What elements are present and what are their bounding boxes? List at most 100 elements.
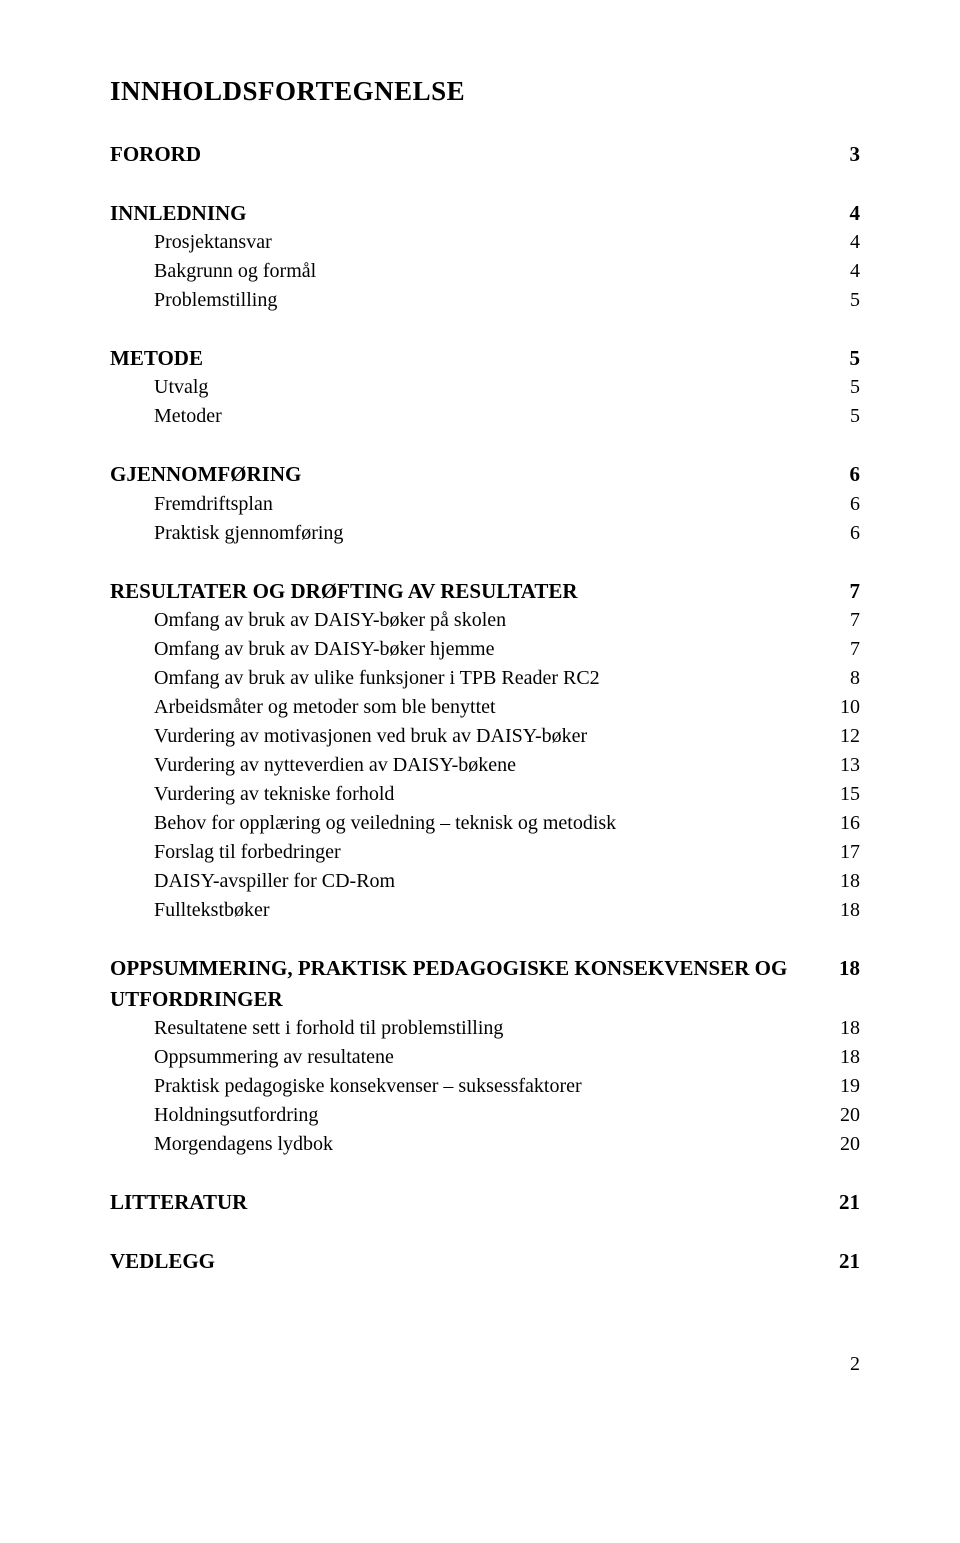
toc-item-row: Fulltekstbøker18	[110, 896, 860, 925]
toc-item-row: Problemstilling5	[110, 286, 860, 315]
toc-item-page: 18	[836, 1014, 860, 1043]
toc-item-page: 10	[836, 693, 860, 722]
toc-item-page: 15	[836, 780, 860, 809]
toc-item-row: Morgendagens lydbok20	[110, 1130, 860, 1159]
toc-item-label: Omfang av bruk av ulike funksjoner i TPB…	[110, 664, 836, 693]
toc-section: FORORD3	[110, 139, 860, 169]
toc-heading-label: LITTERATUR	[110, 1187, 836, 1217]
toc-item-row: Arbeidsmåter og metoder som ble benyttet…	[110, 693, 860, 722]
toc-item-row: Vurdering av nytteverdien av DAISY-bøken…	[110, 751, 860, 780]
toc-item-row: Prosjektansvar4	[110, 228, 860, 257]
toc-item-row: Praktisk gjennomføring6	[110, 519, 860, 548]
toc-item-page: 4	[836, 228, 860, 257]
toc-heading-page: 21	[836, 1187, 860, 1217]
toc-heading-page: 6	[836, 459, 860, 489]
toc-heading-page: 7	[836, 576, 860, 606]
toc-heading-page: 4	[836, 198, 860, 228]
toc-item-label: Holdningsutfordring	[110, 1101, 836, 1130]
toc-heading-label: FORORD	[110, 139, 836, 169]
toc-item-page: 13	[836, 751, 860, 780]
toc-item-label: Oppsummering av resultatene	[110, 1043, 836, 1072]
toc-item-row: Bakgrunn og formål4	[110, 257, 860, 286]
toc-item-page: 5	[836, 373, 860, 402]
toc-item-label: Bakgrunn og formål	[110, 257, 836, 286]
toc-item-page: 20	[836, 1101, 860, 1130]
toc-item-page: 20	[836, 1130, 860, 1159]
toc-item-page: 18	[836, 896, 860, 925]
toc-item-page: 5	[836, 286, 860, 315]
toc-item-label: DAISY-avspiller for CD-Rom	[110, 867, 836, 896]
toc-heading-label: GJENNOMFØRING	[110, 459, 836, 489]
toc-item-row: Metoder5	[110, 402, 860, 431]
toc-item-page: 7	[836, 635, 860, 664]
toc-item-row: Oppsummering av resultatene18	[110, 1043, 860, 1072]
toc-item-label: Fremdriftsplan	[110, 490, 836, 519]
toc-item-row: Fremdriftsplan6	[110, 490, 860, 519]
toc-heading-row: LITTERATUR21	[110, 1187, 860, 1217]
toc-item-page: 18	[836, 1043, 860, 1072]
toc-item-page: 6	[836, 519, 860, 548]
toc-section: GJENNOMFØRING6Fremdriftsplan6Praktisk gj…	[110, 459, 860, 547]
toc-section: INNLEDNING4Prosjektansvar4Bakgrunn og fo…	[110, 198, 860, 315]
toc-item-page: 8	[836, 664, 860, 693]
page-title: INNHOLDSFORTEGNELSE	[110, 72, 860, 111]
toc-item-row: Vurdering av tekniske forhold15	[110, 780, 860, 809]
toc-heading-label: VEDLEGG	[110, 1246, 836, 1276]
toc-heading-row: VEDLEGG21	[110, 1246, 860, 1276]
toc-heading-page: 5	[836, 343, 860, 373]
toc-section: OPPSUMMERING, PRAKTISK PEDAGOGISKE KONSE…	[110, 953, 860, 1159]
toc-heading-page: 3	[836, 139, 860, 169]
toc-heading-row: METODE5	[110, 343, 860, 373]
toc-heading-label: INNLEDNING	[110, 198, 836, 228]
toc-item-label: Prosjektansvar	[110, 228, 836, 257]
toc-item-row: Vurdering av motivasjonen ved bruk av DA…	[110, 722, 860, 751]
toc-heading-row: FORORD3	[110, 139, 860, 169]
toc-item-label: Praktisk gjennomføring	[110, 519, 836, 548]
table-of-contents: FORORD3INNLEDNING4Prosjektansvar4Bakgrun…	[110, 139, 860, 1276]
toc-item-page: 19	[836, 1072, 860, 1101]
toc-item-label: Vurdering av tekniske forhold	[110, 780, 836, 809]
toc-item-label: Metoder	[110, 402, 836, 431]
toc-item-row: Praktisk pedagogiske konsekvenser – suks…	[110, 1072, 860, 1101]
toc-item-row: Forslag til forbedringer17	[110, 838, 860, 867]
page-number: 2	[110, 1350, 860, 1379]
toc-item-row: Holdningsutfordring20	[110, 1101, 860, 1130]
toc-item-page: 7	[836, 606, 860, 635]
toc-item-page: 5	[836, 402, 860, 431]
toc-item-page: 6	[836, 490, 860, 519]
toc-item-label: Utvalg	[110, 373, 836, 402]
toc-heading-row: GJENNOMFØRING6	[110, 459, 860, 489]
toc-heading-row: INNLEDNING4	[110, 198, 860, 228]
toc-heading-row: RESULTATER OG DRØFTING AV RESULTATER7	[110, 576, 860, 606]
toc-item-page: 18	[836, 867, 860, 896]
toc-item-label: Omfang av bruk av DAISY-bøker på skolen	[110, 606, 836, 635]
toc-section: VEDLEGG21	[110, 1246, 860, 1276]
toc-heading-page: 21	[836, 1246, 860, 1276]
toc-item-row: Omfang av bruk av DAISY-bøker på skolen7	[110, 606, 860, 635]
toc-item-label: Omfang av bruk av DAISY-bøker hjemme	[110, 635, 836, 664]
toc-item-label: Forslag til forbedringer	[110, 838, 836, 867]
toc-item-row: Resultatene sett i forhold til problemst…	[110, 1014, 860, 1043]
toc-item-label: Problemstilling	[110, 286, 836, 315]
toc-heading-row: OPPSUMMERING, PRAKTISK PEDAGOGISKE KONSE…	[110, 953, 860, 1014]
toc-item-label: Behov for opplæring og veiledning – tekn…	[110, 809, 836, 838]
toc-item-label: Morgendagens lydbok	[110, 1130, 836, 1159]
toc-item-page: 4	[836, 257, 860, 286]
toc-item-label: Vurdering av motivasjonen ved bruk av DA…	[110, 722, 836, 751]
toc-section: RESULTATER OG DRØFTING AV RESULTATER7Omf…	[110, 576, 860, 925]
toc-section: LITTERATUR21	[110, 1187, 860, 1217]
toc-heading-label: RESULTATER OG DRØFTING AV RESULTATER	[110, 576, 836, 606]
toc-item-label: Fulltekstbøker	[110, 896, 836, 925]
toc-item-page: 12	[836, 722, 860, 751]
toc-heading-label: OPPSUMMERING, PRAKTISK PEDAGOGISKE KONSE…	[110, 953, 836, 1014]
toc-item-page: 17	[836, 838, 860, 867]
toc-item-page: 16	[836, 809, 860, 838]
toc-item-label: Arbeidsmåter og metoder som ble benyttet	[110, 693, 836, 722]
toc-item-row: Omfang av bruk av DAISY-bøker hjemme7	[110, 635, 860, 664]
toc-heading-label: METODE	[110, 343, 836, 373]
toc-item-label: Praktisk pedagogiske konsekvenser – suks…	[110, 1072, 836, 1101]
toc-section: METODE5Utvalg5Metoder5	[110, 343, 860, 431]
toc-item-label: Vurdering av nytteverdien av DAISY-bøken…	[110, 751, 836, 780]
toc-item-row: Omfang av bruk av ulike funksjoner i TPB…	[110, 664, 860, 693]
toc-item-label: Resultatene sett i forhold til problemst…	[110, 1014, 836, 1043]
